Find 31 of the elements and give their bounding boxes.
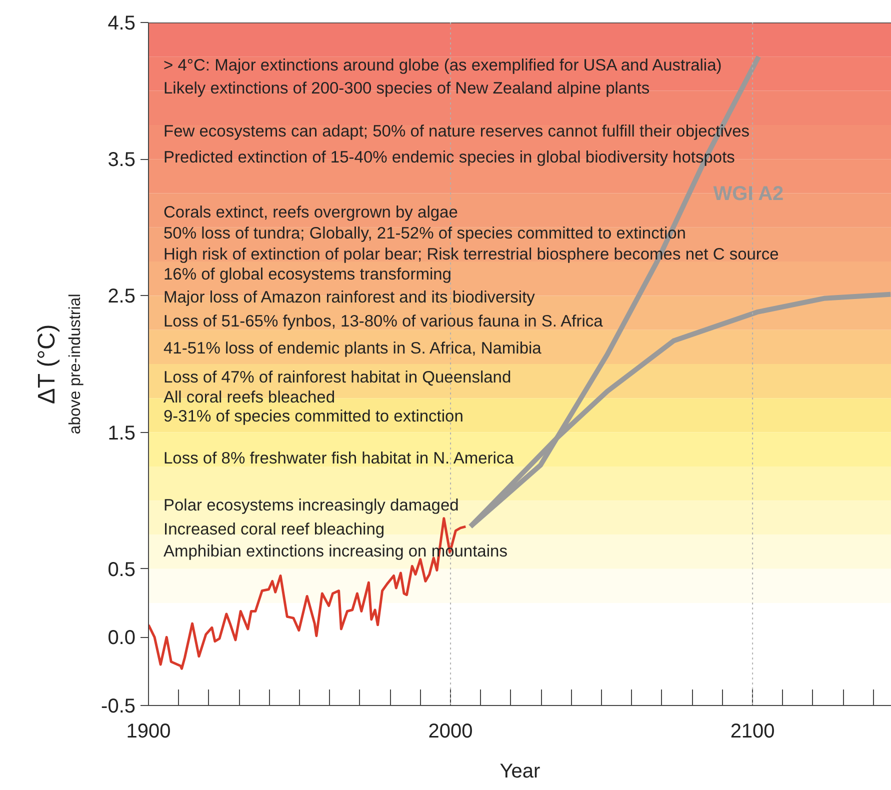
x-axis-title: Year	[500, 760, 541, 782]
annotation: Loss of 51-65% fynbos, 13-80% of various fauna in S. Africa	[164, 312, 604, 330]
series-label: WGI A2	[713, 183, 784, 205]
annotation: Increased coral reef bleaching	[164, 520, 385, 538]
annotation: All coral reefs bleached	[164, 388, 336, 406]
annotation: High risk of extinction of polar bear; Risk terrestrial biosphere becomes net C source	[164, 246, 779, 264]
y-tick-label: 4.5	[108, 12, 136, 34]
x-tick-label: 2000	[428, 720, 473, 742]
y-tick-label: -0.5	[101, 696, 136, 718]
annotation: 41-51% loss of endemic plants in S. Africa, Namibia	[164, 340, 542, 358]
y-tick-label: 2.5	[108, 286, 136, 308]
x-tick-label: 2100	[730, 720, 775, 742]
y-axis-title: ΔT (°C)	[34, 324, 60, 404]
annotation: Corals extinct, reefs overgrown by algae	[164, 204, 458, 222]
y-tick-label: 1.5	[108, 422, 136, 444]
annotation: Loss of 8% freshwater fish habitat in N. America	[164, 450, 515, 468]
text: above pre-industrial	[67, 294, 84, 434]
annotation: 9-31% of species committed to extinction	[164, 408, 464, 426]
annotation: Few ecosystems can adapt; 50% of nature reserves cannot fulfill their objectives	[164, 122, 750, 140]
annotation: > 4°C: Major extinctions around globe (as exemplified for USA and Australia)	[164, 56, 722, 74]
y-tick-label: 0.0	[108, 627, 136, 650]
annotation: 50% loss of tundra; Globally, 21-52% of species committed to extinction	[164, 224, 686, 242]
annotation: Major loss of Amazon rainforest and its biodiversity	[164, 288, 536, 306]
annotation: Likely extinctions of 200-300 species of New Zealand alpine plants	[164, 80, 650, 98]
annotation: Polar ecosystems increasingly damaged	[164, 496, 459, 514]
y-tick-label: 3.5	[108, 149, 136, 172]
annotation: 16% of global ecosystems transforming	[164, 266, 452, 284]
annotation: Loss of 47% of rainforest habitat in Queensland	[164, 368, 512, 386]
y-tick-label: 0.5	[108, 558, 136, 581]
x-tick-label: 1900	[126, 720, 171, 742]
annotation: Predicted extinction of 15-40% endemic species in global biodiversity hotspots	[164, 148, 735, 166]
